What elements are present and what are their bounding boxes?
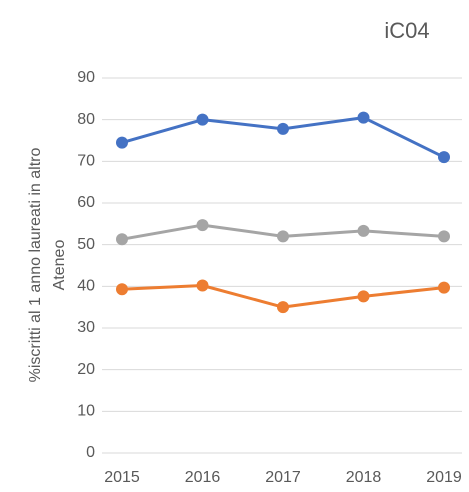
data-point	[196, 113, 209, 126]
x-tick-label: 2018	[346, 469, 382, 486]
data-point	[116, 283, 128, 296]
data-point	[438, 151, 450, 164]
data-point	[116, 136, 128, 149]
y-tick-label: 70	[77, 153, 95, 170]
data-point	[438, 230, 450, 243]
y-tick-label: 40	[77, 278, 95, 295]
y-tick-label: 90	[77, 69, 95, 86]
x-tick-label: 2015	[104, 469, 140, 486]
data-point	[357, 290, 370, 303]
data-point	[357, 224, 370, 237]
data-point	[116, 233, 128, 246]
y-tick-label: 10	[77, 403, 95, 420]
chart-title: iC04	[384, 18, 429, 43]
data-point	[277, 301, 289, 314]
y-tick-label: 0	[86, 444, 95, 461]
data-point	[357, 111, 370, 124]
y-tick-label: 50	[77, 236, 95, 253]
y-axis-label: %iscritti al 1 anno laureati in altro At…	[27, 148, 68, 383]
x-tick-label: 2019	[426, 469, 462, 486]
data-point	[196, 279, 209, 292]
data-point	[196, 219, 209, 232]
y-axis-label-line: Ateneo	[51, 240, 68, 291]
data-point	[277, 230, 289, 243]
y-tick-label: 80	[77, 111, 95, 128]
data-point	[438, 281, 450, 294]
x-tick-label: 2016	[185, 469, 221, 486]
x-tick-label: 2017	[265, 469, 301, 486]
data-point	[277, 122, 289, 135]
y-axis-label-line: %iscritti al 1 anno laureati in altro	[27, 148, 44, 383]
y-tick-label: 30	[77, 319, 95, 336]
y-tick-label: 20	[77, 361, 95, 378]
y-tick-label: 60	[77, 194, 95, 211]
